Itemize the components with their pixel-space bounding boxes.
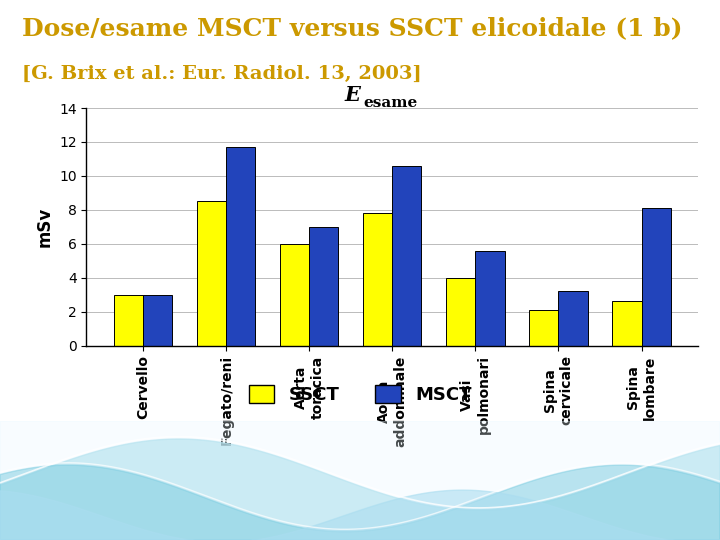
Bar	[392, 166, 421, 346]
Y-axis label: mSv: mSv	[35, 207, 53, 247]
Bar	[642, 208, 670, 346]
Bar	[559, 291, 588, 346]
Text: esame: esame	[364, 96, 418, 110]
Text: E: E	[344, 85, 360, 105]
Bar	[475, 251, 505, 346]
Bar	[280, 244, 310, 346]
Text: Dose/esame MSCT versus SSCT elicoidale (1 b): Dose/esame MSCT versus SSCT elicoidale (…	[22, 16, 682, 40]
Bar	[364, 213, 392, 346]
Bar	[613, 301, 642, 346]
Bar	[446, 278, 475, 346]
Legend: SSCT, MSCT: SSCT, MSCT	[248, 384, 472, 404]
Bar	[143, 295, 172, 346]
Bar	[310, 227, 338, 346]
Text: [G. Brix et al.: Eur. Radiol. 13, 2003]: [G. Brix et al.: Eur. Radiol. 13, 2003]	[22, 65, 421, 83]
Bar	[529, 310, 559, 346]
Bar	[226, 147, 256, 346]
Bar	[197, 201, 226, 346]
Bar	[114, 295, 143, 346]
